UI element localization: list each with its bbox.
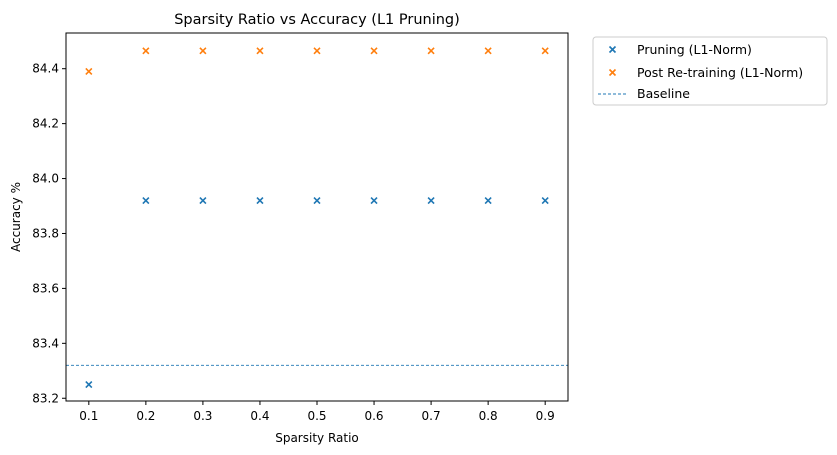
plot-area bbox=[66, 47, 568, 389]
legend-marker-pruning bbox=[608, 45, 617, 54]
y-axis: 83.2 83.4 83.6 83.8 84.0 84.2 84.4 bbox=[32, 62, 66, 405]
data-point bbox=[142, 47, 150, 55]
series-1 bbox=[85, 47, 549, 76]
data-point bbox=[313, 47, 321, 55]
legend: Pruning (L1-Norm) Post Re-training (L1-N… bbox=[592, 36, 828, 106]
legend-item-baseline: Baseline bbox=[598, 86, 690, 101]
data-point bbox=[370, 47, 378, 55]
y-tick-label: 83.8 bbox=[32, 226, 59, 240]
x-tick-label: 0.3 bbox=[193, 409, 212, 423]
data-point bbox=[199, 47, 207, 55]
data-point bbox=[370, 196, 378, 205]
legend-label-post-retraining: Post Re-training (L1-Norm) bbox=[637, 65, 803, 80]
data-point bbox=[85, 380, 93, 389]
legend-item-pruning: Pruning (L1-Norm) bbox=[608, 42, 752, 57]
legend-item-post-retraining: Post Re-training (L1-Norm) bbox=[608, 65, 803, 80]
data-point bbox=[427, 196, 435, 205]
x-tick-label: 0.2 bbox=[136, 409, 155, 423]
data-point bbox=[541, 196, 549, 205]
x-tick-label: 0.9 bbox=[536, 409, 555, 423]
data-point bbox=[427, 47, 435, 55]
y-tick-label: 84.0 bbox=[32, 172, 59, 186]
x-tick-label: 0.6 bbox=[364, 409, 383, 423]
data-point bbox=[256, 196, 264, 205]
chart-title: Sparsity Ratio vs Accuracy (L1 Pruning) bbox=[174, 12, 460, 28]
y-tick-label: 83.2 bbox=[32, 391, 59, 405]
x-tick-label: 0.7 bbox=[422, 409, 441, 423]
y-tick-label: 84.2 bbox=[32, 117, 59, 131]
x-tick-label: 0.5 bbox=[307, 409, 326, 423]
y-tick-label: 83.4 bbox=[32, 336, 59, 350]
y-tick-label: 83.6 bbox=[32, 281, 59, 295]
x-tick-label: 0.8 bbox=[479, 409, 498, 423]
y-tick-label: 84.4 bbox=[32, 62, 59, 76]
legend-label-pruning: Pruning (L1-Norm) bbox=[637, 42, 752, 57]
legend-box bbox=[592, 36, 828, 106]
legend-marker-post-retraining bbox=[608, 68, 617, 77]
data-point bbox=[199, 196, 207, 205]
data-point bbox=[313, 196, 321, 205]
x-tick-label: 0.4 bbox=[250, 409, 269, 423]
x-axis-label: Sparsity Ratio bbox=[275, 431, 359, 445]
y-axis-label: Accuracy % bbox=[9, 182, 23, 252]
data-point bbox=[541, 47, 549, 55]
data-point bbox=[142, 196, 150, 205]
x-axis: 0.1 0.2 0.3 0.4 0.5 0.6 0.7 0.8 0.9 bbox=[79, 401, 555, 423]
series-0 bbox=[85, 196, 549, 389]
data-point bbox=[85, 67, 93, 76]
data-point bbox=[256, 47, 264, 55]
data-point bbox=[484, 196, 492, 205]
plot-frame bbox=[65, 32, 569, 402]
data-point bbox=[484, 47, 492, 55]
legend-label-baseline: Baseline bbox=[637, 86, 690, 101]
x-tick-label: 0.1 bbox=[79, 409, 98, 423]
